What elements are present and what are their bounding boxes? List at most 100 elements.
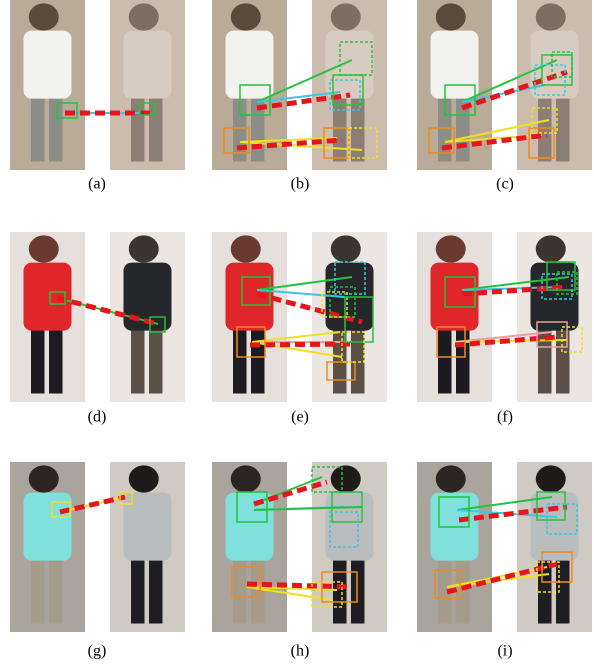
legs bbox=[131, 325, 145, 394]
torso bbox=[225, 262, 274, 331]
region-box bbox=[56, 102, 78, 119]
match-line bbox=[239, 141, 363, 151]
region-box bbox=[329, 286, 356, 318]
match-line-main bbox=[56, 295, 159, 327]
region-box bbox=[311, 466, 343, 493]
match-line bbox=[461, 84, 546, 103]
legs bbox=[49, 93, 63, 162]
match-line bbox=[253, 476, 323, 505]
head bbox=[535, 3, 566, 31]
head bbox=[28, 235, 59, 263]
region-box bbox=[236, 491, 268, 523]
region-box bbox=[444, 84, 476, 116]
match-line bbox=[246, 586, 333, 601]
match-line-main bbox=[458, 504, 568, 523]
legs bbox=[233, 555, 247, 624]
torso bbox=[23, 30, 72, 99]
region-box bbox=[531, 107, 558, 134]
match-line bbox=[251, 331, 341, 343]
region-box bbox=[348, 127, 378, 159]
region-box bbox=[329, 511, 359, 548]
region-box bbox=[223, 127, 250, 154]
legs bbox=[49, 325, 63, 394]
head bbox=[435, 3, 466, 31]
panel-label: (g) bbox=[88, 643, 107, 660]
panel-label: (b) bbox=[291, 176, 310, 193]
match-line bbox=[256, 91, 341, 103]
region-box bbox=[329, 79, 361, 111]
match-line bbox=[456, 496, 553, 511]
torso bbox=[123, 492, 172, 561]
region-box bbox=[231, 566, 261, 598]
head bbox=[128, 3, 159, 31]
legs bbox=[556, 555, 570, 624]
head bbox=[535, 465, 566, 493]
person-image bbox=[417, 462, 492, 632]
head bbox=[330, 3, 361, 31]
head bbox=[330, 235, 361, 263]
match-line-main bbox=[249, 341, 353, 348]
region-box bbox=[119, 491, 133, 505]
head bbox=[230, 3, 261, 31]
person-image bbox=[417, 232, 492, 402]
match-line-main bbox=[256, 92, 351, 111]
legs bbox=[251, 325, 265, 394]
region-box bbox=[536, 491, 566, 521]
match-line-main bbox=[461, 69, 568, 111]
region-box bbox=[239, 84, 271, 116]
panel-label: (d) bbox=[88, 409, 107, 426]
region-box bbox=[334, 261, 366, 295]
match-line bbox=[239, 137, 338, 143]
match-line bbox=[461, 276, 570, 291]
region-box bbox=[536, 321, 568, 348]
region-box bbox=[536, 561, 560, 593]
legs bbox=[233, 325, 247, 394]
match-line-main bbox=[461, 284, 568, 297]
legs bbox=[456, 325, 470, 394]
legs bbox=[556, 325, 570, 394]
match-line-main bbox=[454, 334, 558, 348]
head bbox=[128, 235, 159, 263]
region-box bbox=[444, 276, 476, 308]
legs bbox=[149, 325, 163, 394]
match-line bbox=[253, 506, 363, 511]
head bbox=[535, 235, 566, 263]
legs bbox=[149, 93, 163, 162]
panel-label: (c) bbox=[496, 176, 514, 193]
legs bbox=[49, 555, 63, 624]
region-box bbox=[556, 271, 578, 295]
head bbox=[128, 465, 159, 493]
torso bbox=[23, 492, 72, 561]
region-box bbox=[321, 291, 348, 318]
region-box bbox=[546, 503, 578, 535]
region-box bbox=[149, 316, 166, 333]
panel-label: (h) bbox=[291, 643, 310, 660]
match-line-main bbox=[59, 494, 126, 515]
match-line bbox=[256, 276, 353, 291]
region-box bbox=[49, 291, 66, 305]
legs bbox=[556, 93, 570, 162]
legs bbox=[149, 555, 163, 624]
person-image bbox=[10, 462, 85, 632]
torso bbox=[430, 30, 479, 99]
torso bbox=[225, 30, 274, 99]
person-image bbox=[212, 462, 287, 632]
head bbox=[230, 465, 261, 493]
region-box bbox=[551, 51, 573, 78]
match-line bbox=[454, 331, 553, 343]
person-image bbox=[110, 462, 185, 632]
region-box bbox=[51, 501, 71, 518]
person-image bbox=[10, 232, 85, 402]
legs bbox=[538, 325, 552, 394]
person-image bbox=[517, 232, 592, 402]
match-line bbox=[256, 59, 353, 103]
legs bbox=[131, 555, 145, 624]
region-box bbox=[331, 491, 363, 523]
legs bbox=[31, 93, 45, 162]
region-box bbox=[561, 326, 583, 353]
panel-label: (a) bbox=[88, 176, 106, 193]
head bbox=[28, 465, 59, 493]
legs bbox=[251, 93, 265, 162]
torso bbox=[123, 30, 172, 99]
